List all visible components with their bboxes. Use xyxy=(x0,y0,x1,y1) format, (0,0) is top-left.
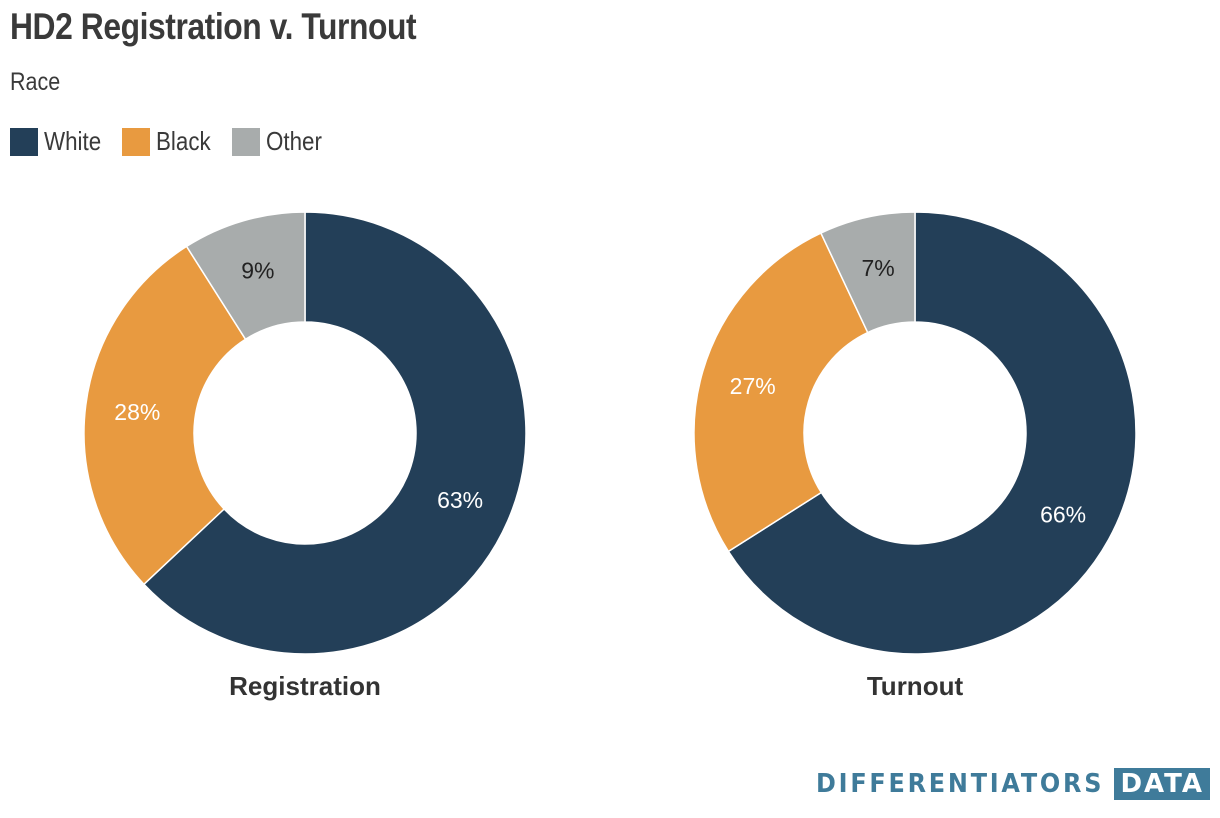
donut-chart-turnout: 66% 27% 7% Turnout xyxy=(693,211,1137,701)
legend-item-white[interactable]: White xyxy=(10,126,102,157)
brand-name: DIFFERENTIATORS xyxy=(816,769,1105,799)
registration-slice-white[interactable] xyxy=(142,211,527,655)
turnout-slice-white[interactable] xyxy=(727,211,1137,655)
legend-swatch-white xyxy=(10,127,38,156)
legend-label-white: White xyxy=(44,126,102,156)
turnout-slice-other[interactable] xyxy=(819,211,916,334)
turnout-label-white: 66% xyxy=(1040,501,1086,527)
brand-badge: DATA xyxy=(1114,768,1210,800)
legend-swatch-other xyxy=(232,127,261,156)
registration-label-white: 63% xyxy=(437,487,483,513)
legend: White Black Other xyxy=(10,126,343,157)
turnout-label-black: 27% xyxy=(730,373,776,399)
registration-slice-black[interactable] xyxy=(83,245,247,586)
chart-caption-turnout: Turnout xyxy=(867,671,964,701)
chart-title: HD2 Registration v. Turnout xyxy=(10,6,417,47)
brand-logo: DIFFERENTIATORS DATA xyxy=(791,768,1210,800)
chart-subtitle: Race xyxy=(10,68,61,96)
legend-swatch-black xyxy=(122,127,151,156)
registration-label-black: 28% xyxy=(114,399,160,425)
chart-caption-registration: Registration xyxy=(229,671,381,701)
registration-label-other: 9% xyxy=(241,258,274,284)
turnout-slice-black[interactable] xyxy=(693,232,869,553)
donut-chart-registration: 63% 28% 9% Registration xyxy=(83,211,527,701)
registration-slice-other[interactable] xyxy=(185,211,306,341)
legend-item-black[interactable]: Black xyxy=(122,126,212,157)
legend-label-black: Black xyxy=(156,126,212,156)
turnout-label-other: 7% xyxy=(862,255,895,281)
legend-item-other[interactable]: Other xyxy=(232,126,323,157)
legend-label-other: Other xyxy=(266,126,322,156)
